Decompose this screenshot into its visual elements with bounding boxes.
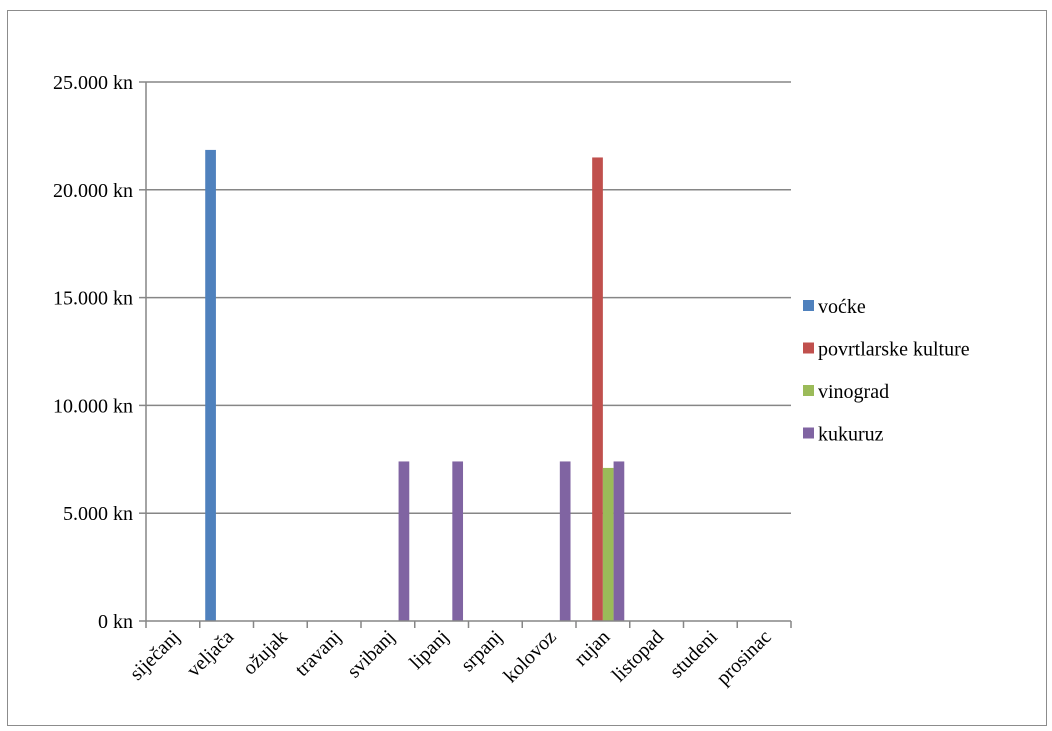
chart-frame bbox=[7, 10, 1047, 726]
x-tick-label: lipanj bbox=[405, 626, 453, 674]
y-tick-label: 25.000 kn bbox=[53, 72, 133, 94]
bar bbox=[613, 461, 625, 621]
x-tick-label: travanj bbox=[291, 626, 346, 681]
legend-label: povrtlarske kulture bbox=[818, 339, 970, 361]
x-tick-label: rujan bbox=[570, 626, 615, 671]
bar bbox=[205, 149, 216, 621]
y-tick-label: 10.000 kn bbox=[53, 395, 133, 417]
legend-label: voćke bbox=[818, 296, 866, 318]
legend-label: vinograd bbox=[818, 381, 889, 403]
x-tick-label: siječanj bbox=[126, 626, 185, 685]
x-tick-label: kolovoz bbox=[500, 626, 561, 687]
legend-label: kukuruz bbox=[818, 424, 884, 446]
legend-swatch bbox=[803, 427, 814, 439]
x-tick-label: srpanj bbox=[457, 626, 507, 676]
x-tick-label: ožujak bbox=[239, 626, 292, 679]
bar bbox=[398, 461, 410, 621]
x-tick-label: prosinac bbox=[712, 626, 776, 690]
y-tick-label: 5.000 kn bbox=[63, 503, 133, 525]
bar bbox=[559, 461, 571, 621]
y-tick-label: 0 kn bbox=[98, 611, 133, 633]
gridlines bbox=[139, 81, 791, 622]
x-tick-label: svibanj bbox=[343, 626, 399, 682]
legend-swatch bbox=[803, 300, 814, 311]
bars bbox=[205, 149, 625, 621]
x-tick-label: veljača bbox=[183, 626, 239, 682]
legend: voćke povrtlarske kulture vinograd kukuruz bbox=[803, 296, 970, 446]
legend-swatch bbox=[803, 342, 814, 354]
x-tick-label: listopad bbox=[608, 626, 668, 686]
y-tick-label: 15.000 kn bbox=[53, 288, 133, 310]
legend-swatch bbox=[803, 385, 814, 396]
bar bbox=[592, 157, 603, 621]
bar bbox=[602, 467, 614, 621]
y-tick-label: 20.000 kn bbox=[53, 180, 133, 202]
bar bbox=[452, 461, 464, 621]
y-axis: 0 kn 5.000 kn 10.000 kn 15.000 kn 20.000 kn 2… bbox=[53, 72, 147, 633]
